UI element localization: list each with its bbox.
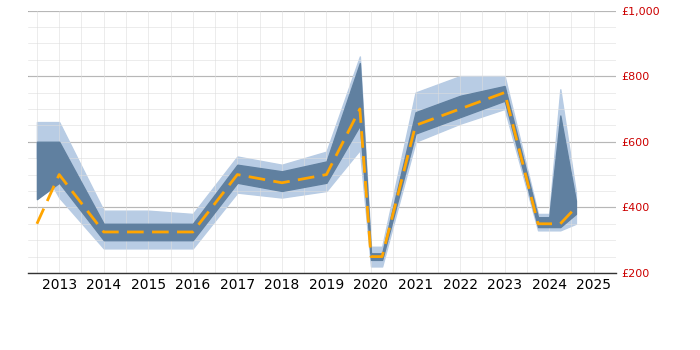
- Legend: Median, 25th to 75th Percentile Range, 10th to 90th Percentile Range: Median, 25th to 75th Percentile Range, 1…: [40, 348, 545, 350]
